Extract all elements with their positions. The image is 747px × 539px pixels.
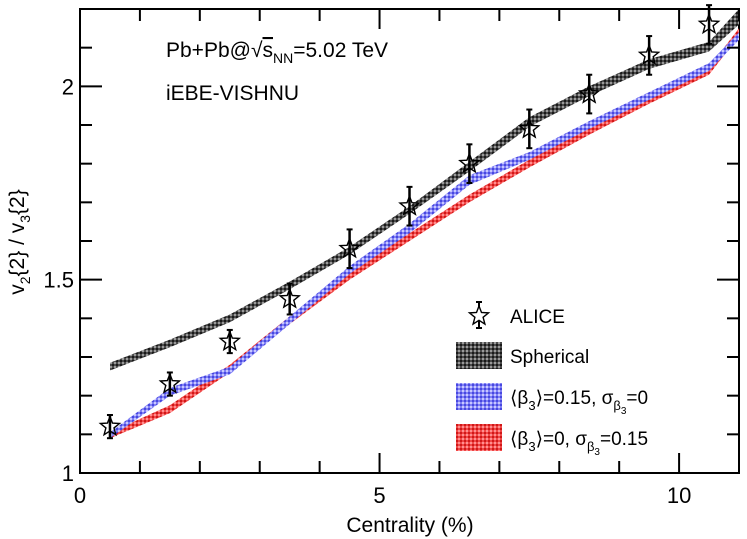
y-axis-title: v2{2} / v3{2} xyxy=(6,189,33,295)
collision-annotation: Pb+Pb@√sNN=5.02 TeV xyxy=(166,39,388,66)
svg-text:⟨β3⟩=0, σβ3=0.15: ⟨β3⟩=0, σβ3=0.15 xyxy=(510,429,648,458)
legend-entry-spherical: Spherical xyxy=(456,342,589,369)
alice-points-layer xyxy=(98,4,721,440)
svg-text:Pb+Pb@√sNN=5.02 TeV: Pb+Pb@√sNN=5.02 TeV xyxy=(166,39,388,66)
alice-point xyxy=(218,328,242,355)
alice-point xyxy=(517,108,541,150)
x-tick-label: 10 xyxy=(667,483,691,508)
svg-text:⟨β3⟩=0.15, σβ3=0: ⟨β3⟩=0.15, σβ3=0 xyxy=(510,388,648,417)
alice-point xyxy=(577,73,601,115)
y-tick-label: 2 xyxy=(62,74,74,99)
alice-point xyxy=(158,371,182,397)
band-spherical xyxy=(110,9,739,371)
legend-entry-sigma015: ⟨β3⟩=0, σβ3=0.15 xyxy=(456,424,648,458)
alice-point xyxy=(697,4,721,45)
model-annotation: iEBE-VISHNU xyxy=(166,82,299,105)
alice-point xyxy=(338,228,361,270)
legend-entry-alice: ALICE xyxy=(467,301,565,329)
legend-entry-beta015: ⟨β3⟩=0.15, σβ3=0 xyxy=(456,383,648,417)
x-tick-label: 0 xyxy=(74,483,86,508)
legend-spherical-swatch xyxy=(456,342,502,369)
svg-text:Spherical: Spherical xyxy=(510,347,589,368)
y-tick-label: 1 xyxy=(62,461,74,486)
alice-point xyxy=(458,143,481,184)
legend-alice-marker xyxy=(467,301,491,329)
svg-text:ALICE: ALICE xyxy=(510,307,565,328)
x-tick-label: 5 xyxy=(373,483,385,508)
x-axis-title: Centrality (%) xyxy=(346,514,473,537)
alice-point xyxy=(98,414,122,440)
legend-sigma015-swatch xyxy=(456,424,502,451)
alice-point xyxy=(398,185,421,227)
bands-layer xyxy=(110,9,739,439)
alice-point xyxy=(278,282,302,316)
alice-point xyxy=(637,35,661,76)
legend-beta015-swatch xyxy=(456,383,502,410)
ticks-layer: 0 5 10 1 1.5 2 xyxy=(43,8,740,508)
y-tick-label: 1.5 xyxy=(43,268,74,293)
legend: ALICE Spherical ⟨β3⟩=0.15, σβ3=0 ⟨β3⟩=0,… xyxy=(456,301,648,458)
band-beta015 xyxy=(110,32,739,439)
